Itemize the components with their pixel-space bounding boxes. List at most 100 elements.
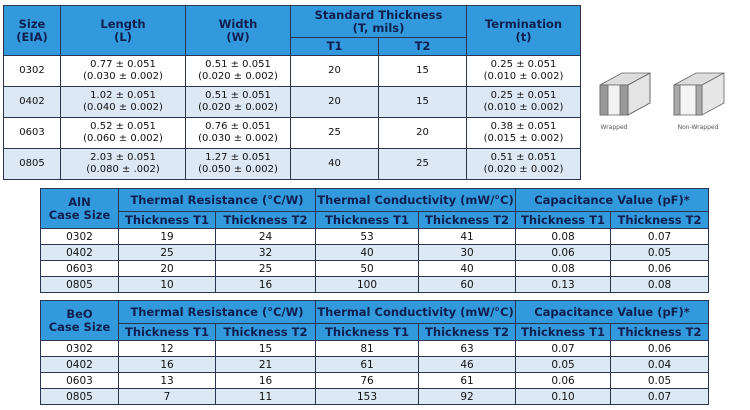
cell-text: 60 (460, 278, 474, 291)
cell-text: 0603 (19, 127, 45, 138)
subheader-text: Thickness T2 (223, 212, 308, 227)
chip-label: Wrapped (601, 124, 628, 131)
subheader-cell: Thickness T1 (118, 323, 216, 341)
subheader-cell: Thickness T2 (418, 323, 517, 341)
header-cell: Length (L) (60, 5, 186, 56)
header-cell: Thermal Conductivity (mW/°C) (315, 188, 517, 212)
data-cell: 0302 (3, 55, 61, 87)
cell-text: 0.25 ± 0.051 (490, 59, 557, 70)
subheader-text: Thickness T1 (325, 324, 409, 339)
cell-text: 0402 (66, 358, 93, 371)
data-row: 0805 10 16 100 60 0.13 0.08 (40, 276, 710, 293)
cell-text: 92 (460, 390, 474, 403)
data-cell: 53 (315, 228, 420, 245)
data-cell: 0.52 ± 0.051 (0.060 ± 0.002) (60, 117, 186, 149)
cell-text: 20 (160, 262, 174, 275)
cell-text: 81 (360, 342, 374, 355)
data-cell: 0.06 (515, 372, 612, 389)
data-cell: 25 (118, 244, 216, 261)
data-row: 0302 0.77 ± 0.051 (0.030 ± 0.002) 0.51 ± 0.… (3, 55, 581, 87)
cell-text: 1.02 ± 0.051 (90, 90, 156, 101)
cell-text: 25 (328, 127, 341, 138)
data-cell: 20 (378, 117, 467, 149)
cell-text: (0.030 ± 0.002) (83, 71, 163, 82)
subheader-row: Thickness T1 Thickness T2 Thickness T1 Thic… (41, 323, 710, 341)
header-text: (W) (226, 29, 250, 44)
cell-text: 1.27 ± 0.051 (205, 152, 271, 163)
cell-text: (0.080 ± .002) (86, 164, 160, 175)
cell-text: 0.07 (647, 390, 672, 403)
header-cell: Standard Thickness (T, mils) (290, 5, 467, 38)
cell-text: 0.07 (647, 230, 672, 243)
data-cell: 16 (214, 372, 317, 389)
cell-text: 0805 (66, 278, 93, 291)
subheader-text: T2 (414, 39, 431, 53)
header-text: Thermal Conductivity (mW/°C) (317, 192, 514, 207)
subheader-cell: Thickness T2 (418, 211, 517, 229)
header-text: Case Size (48, 207, 111, 222)
data-cell: 81 (315, 340, 420, 357)
cell-text: 0.04 (647, 358, 672, 371)
subheader-cell: Thickness T1 (315, 323, 420, 341)
data-cell: 0.51 ± 0.051 (0.020 ± 0.002) (185, 55, 291, 87)
header-text: Thermal Resistance (°C/W) (130, 304, 304, 319)
data-cell: 2.03 ± 0.051 (0.080 ± .002) (60, 148, 186, 180)
cell-text: 0.06 (647, 262, 672, 275)
data-cell: 0402 (40, 244, 119, 261)
data-cell: 63 (418, 340, 517, 357)
data-row: 0302 12 15 81 63 0.07 0.06 (40, 340, 710, 357)
cell-text: (0.030 ± 0.002) (198, 133, 278, 144)
data-cell: 0.06 (610, 260, 710, 277)
data-cell: 7 (118, 388, 216, 405)
data-cell: 0402 (40, 356, 119, 373)
header-text: AlN (68, 194, 91, 209)
data-cell: 0.25 ± 0.051 (0.010 ± 0.002) (466, 55, 581, 87)
subheader-text: Thickness T2 (223, 324, 308, 339)
subheader-cell: Thickness T2 (214, 211, 317, 229)
beo-table: BeO Case Size Thermal Resistance (°C/W) The… (40, 300, 710, 405)
data-cell: 16 (118, 356, 216, 373)
data-cell: 0.76 ± 0.051 (0.030 ± 0.002) (185, 117, 291, 149)
cell-text: 19 (160, 230, 174, 243)
data-cell: 0302 (40, 228, 119, 245)
header-cell: Capacitance Value (pF)* (515, 188, 710, 212)
chip-label: Non-Wrapped (678, 124, 719, 131)
cell-text: 0.51 ± 0.051 (205, 90, 271, 101)
header-text: Length (100, 16, 146, 31)
cell-text: 40 (460, 262, 474, 275)
header-cell: Width (W) (185, 5, 291, 56)
cell-text: (0.015 ± 0.002) (483, 133, 564, 144)
subheader-cell: Thickness T2 (610, 323, 710, 341)
cell-text: 30 (460, 246, 474, 259)
cell-text: (0.050 ± 0.002) (198, 164, 278, 175)
data-cell: 12 (118, 340, 216, 357)
data-cell: 0.05 (610, 244, 710, 261)
cell-text: 15 (258, 342, 273, 355)
header-text: Standard Thickness (314, 7, 443, 22)
data-cell: 20 (118, 260, 216, 277)
data-cell: 0.10 (515, 388, 612, 405)
cell-text: 53 (360, 230, 374, 243)
cell-text: 16 (258, 278, 273, 291)
data-cell: 13 (118, 372, 216, 389)
data-cell: 0805 (40, 276, 119, 293)
subheader-text: Thickness T2 (617, 212, 702, 227)
cell-text: 0402 (19, 96, 45, 107)
data-row: 0402 25 32 40 30 0.06 0.05 (40, 244, 710, 261)
data-cell: 20 (290, 86, 379, 118)
cell-text: (0.020 ± 0.002) (198, 102, 278, 113)
data-cell: 60 (418, 276, 517, 293)
header-text: Case Size (48, 319, 111, 334)
data-cell: 0302 (40, 340, 119, 357)
header-row: AlN Case Size Thermal Resistance (°C/W) The… (40, 188, 710, 229)
header-cell: AlN Case Size (40, 188, 119, 229)
data-row: 0402 16 21 61 46 0.05 0.04 (40, 356, 710, 373)
cell-text: 50 (360, 262, 374, 275)
data-cell: 11 (214, 388, 317, 405)
cell-text: 11 (258, 390, 273, 403)
data-cell: 0.77 ± 0.051 (0.030 ± 0.002) (60, 55, 186, 87)
data-cell: 0805 (40, 388, 119, 405)
data-cell: 0.08 (515, 228, 612, 245)
cell-text: 16 (258, 374, 273, 387)
cell-text: 46 (460, 358, 474, 371)
